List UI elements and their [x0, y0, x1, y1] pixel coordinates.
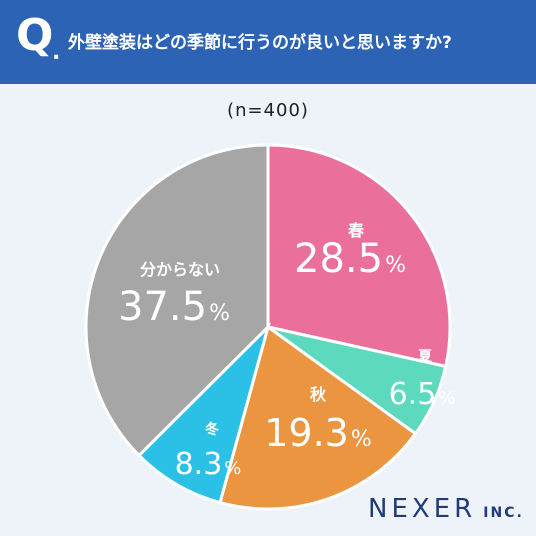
q-mark: Q — [16, 10, 54, 61]
slice-value-1: 6.5% — [389, 377, 456, 412]
logo-name: NEXER — [368, 494, 477, 524]
pie-slice-4 — [84, 143, 270, 458]
slice-value-4: 37.5% — [118, 284, 230, 330]
slice-value-2: 19.3% — [264, 411, 372, 455]
question-text: 外壁塗装はどの季節に行うのが良いと思いますか? — [68, 33, 452, 53]
nexer-logo: NEXER INC. — [368, 494, 524, 524]
slice-label-3: 冬 — [205, 421, 219, 438]
slice-label-2: 秋 — [310, 385, 327, 404]
logo-suffix: INC. — [483, 505, 524, 521]
sample-size-note: (n=400) — [227, 100, 309, 121]
pie-slice-2 — [218, 324, 418, 511]
pie-slice-0 — [266, 143, 452, 369]
pie-slice-3 — [136, 321, 271, 505]
slice-label-1: 夏 — [418, 348, 433, 365]
question-header: Q . 外壁塗装はどの季節に行うのが良いと思いますか? — [0, 0, 536, 84]
slice-value-3: 8.3% — [175, 447, 242, 482]
slice-label-4: 分からない — [140, 260, 220, 279]
slice-value-0: 28.5% — [294, 236, 406, 282]
slice-label-0: 春 — [347, 221, 365, 240]
q-dot: . — [52, 40, 61, 65]
